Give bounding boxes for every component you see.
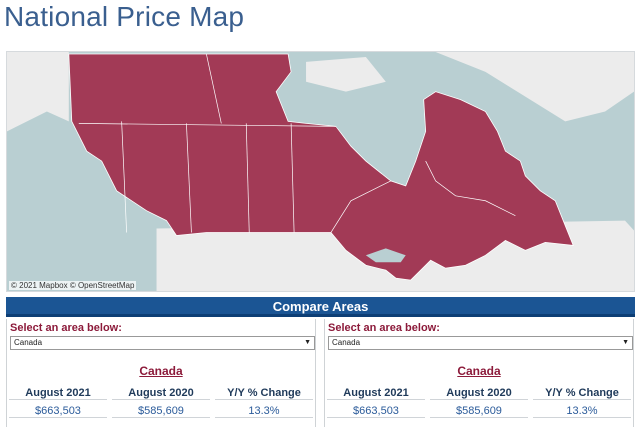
column-change: Y/Y % Change 13.3% xyxy=(533,386,631,418)
province-border xyxy=(186,123,192,233)
province-border xyxy=(245,123,250,233)
column-current: August 2021 $663,503 xyxy=(327,386,425,418)
column-value: $585,609 xyxy=(430,404,528,418)
price-map[interactable]: © 2021 Mapbox © OpenStreetMap xyxy=(6,51,635,292)
area-select-value: Canada xyxy=(14,338,43,347)
map-canvas[interactable] xyxy=(7,52,634,291)
region-canada[interactable] xyxy=(68,53,574,281)
province-border xyxy=(290,123,295,233)
dropdown-arrow-icon[interactable]: ▼ xyxy=(622,339,629,346)
column-value: $663,503 xyxy=(327,404,425,418)
map-land-greenland xyxy=(435,52,634,122)
area-select[interactable]: Canada ▼ xyxy=(10,336,315,350)
area-select[interactable]: Canada ▼ xyxy=(328,336,633,350)
column-change: Y/Y % Change 13.3% xyxy=(215,386,313,418)
column-value: $585,609 xyxy=(112,404,210,418)
column-value: $663,503 xyxy=(9,404,107,418)
map-region-fill[interactable] xyxy=(68,53,574,281)
dropdown-arrow-icon[interactable]: ▼ xyxy=(304,339,311,346)
province-border xyxy=(425,160,516,216)
column-header: August 2020 xyxy=(112,386,210,400)
area-title: Canada xyxy=(457,364,501,378)
area-title: Canada xyxy=(139,364,183,378)
select-area-label: Select an area below: xyxy=(10,322,122,334)
compare-panel-left: Select an area below: Canada ▼ Canada Au… xyxy=(6,319,316,427)
province-border xyxy=(330,180,391,233)
compare-areas-header: Compare Areas xyxy=(6,297,635,317)
column-header: August 2021 xyxy=(9,386,107,400)
compare-panel-right: Select an area below: Canada ▼ Canada Au… xyxy=(324,319,634,427)
column-previous: August 2020 $585,609 xyxy=(430,386,528,418)
map-attribution[interactable]: © 2021 Mapbox © OpenStreetMap xyxy=(9,281,137,290)
province-border xyxy=(121,121,127,233)
map-land-arctic-islands xyxy=(306,56,386,92)
column-value: 13.3% xyxy=(215,404,313,418)
price-columns: August 2021 $663,503 August 2020 $585,60… xyxy=(325,386,633,418)
column-header: Y/Y % Change xyxy=(215,386,313,400)
area-select-value: Canada xyxy=(332,338,361,347)
column-header: August 2020 xyxy=(430,386,528,400)
column-header: Y/Y % Change xyxy=(533,386,631,400)
page-title: National Price Map xyxy=(4,1,245,32)
map-hudson-bay xyxy=(335,121,416,183)
column-header: August 2021 xyxy=(327,386,425,400)
territory-border xyxy=(78,123,336,127)
column-current: August 2021 $663,503 xyxy=(9,386,107,418)
column-previous: August 2020 $585,609 xyxy=(112,386,210,418)
map-land-alaska xyxy=(7,52,69,132)
price-columns: August 2021 $663,503 August 2020 $585,60… xyxy=(7,386,315,418)
select-area-label: Select an area below: xyxy=(328,322,440,334)
column-value: 13.3% xyxy=(533,404,631,418)
territory-border xyxy=(206,53,222,124)
